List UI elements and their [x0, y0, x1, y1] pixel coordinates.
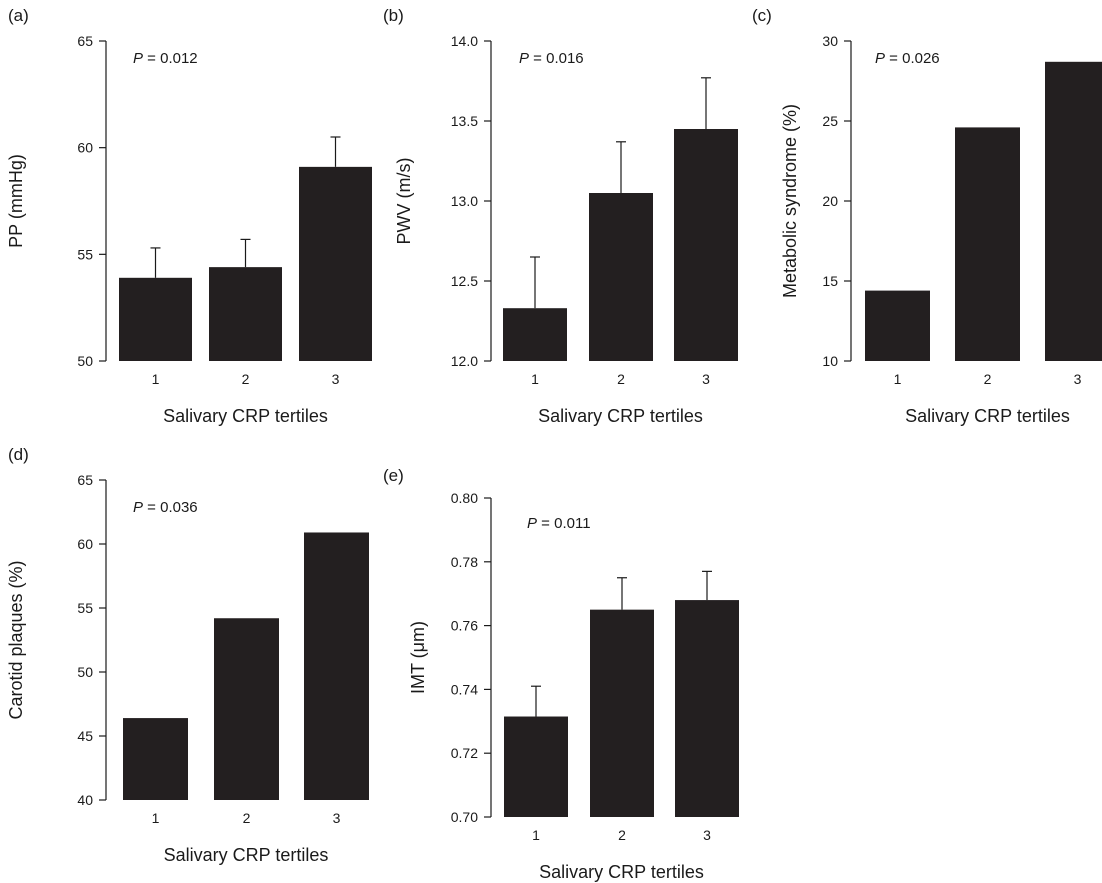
y-tick-label: 15 — [822, 273, 838, 289]
y-tick-label: 0.78 — [451, 554, 478, 570]
chart-panel-5: (e) 0.70 0.72 0.74 0.76 0.78 0.80 1 2 3 Salivary C… — [383, 466, 739, 882]
y-tick-label: 10 — [822, 353, 838, 369]
bar — [299, 166, 372, 361]
p-value-annotation: P = 0.026 — [875, 50, 940, 67]
bar — [304, 532, 369, 800]
bar — [955, 127, 1020, 362]
x-axis-label: Salivary CRP tertiles — [539, 862, 704, 882]
x-axis-label: Salivary CRP tertiles — [164, 845, 329, 865]
y-tick-label: 55 — [77, 600, 93, 616]
y-tick-label: 30 — [822, 33, 838, 49]
bar — [119, 277, 192, 361]
p-value-symbol: P — [133, 499, 143, 516]
x-tick-label: 1 — [531, 371, 539, 387]
y-tick-label: 14.0 — [451, 33, 478, 49]
y-tick-label: 40 — [77, 792, 93, 808]
x-tick-label: 3 — [703, 827, 711, 843]
bar — [1045, 61, 1102, 362]
y-tick-label: 0.70 — [451, 809, 478, 825]
bar — [590, 609, 654, 817]
y-tick-label: 20 — [822, 193, 838, 209]
y-tick-label: 45 — [77, 728, 93, 744]
chart-panel-2: (b) 12.0 12.5 13.0 13.5 14.0 1 2 3 Salivary CRP t… — [383, 6, 738, 426]
y-tick-label: 60 — [77, 536, 93, 552]
x-tick-label: 3 — [333, 810, 341, 826]
bar — [503, 308, 567, 361]
bar — [123, 718, 188, 800]
x-tick-label: 3 — [702, 371, 710, 387]
y-tick-label: 65 — [77, 472, 93, 488]
x-tick-label: 2 — [617, 371, 625, 387]
chart-panel-3: (c) 10 15 20 25 30 1 2 3 Salivary CRP tertiles Met… — [752, 6, 1102, 426]
chart-panel-4: (d) 40 45 50 55 60 65 1 2 3 Salivary CRP tertiles C… — [6, 445, 369, 865]
chart-panel-1: (a) 50 55 60 65 1 2 3 Salivary CRP tertiles PP (m… — [6, 6, 372, 426]
y-tick-label: 0.76 — [451, 618, 478, 634]
p-value-annotation: P = 0.036 — [133, 499, 198, 516]
panel-label: (c) — [752, 6, 772, 25]
p-value-symbol: P — [875, 50, 885, 67]
bar — [209, 267, 282, 361]
x-tick-label: 1 — [532, 827, 540, 843]
x-tick-label: 1 — [894, 371, 902, 387]
y-axis-label: Carotid plaques (%) — [6, 560, 26, 719]
x-tick-label: 2 — [243, 810, 251, 826]
y-tick-label: 55 — [77, 246, 93, 262]
y-tick-label: 0.80 — [451, 490, 478, 506]
panel-label: (e) — [383, 466, 404, 485]
p-value-text: = 0.026 — [885, 50, 940, 67]
bar — [675, 600, 739, 817]
x-tick-label: 2 — [618, 827, 626, 843]
bar — [504, 716, 568, 817]
p-value-symbol: P — [133, 50, 143, 67]
y-tick-label: 50 — [77, 664, 93, 680]
y-tick-label: 0.74 — [451, 681, 478, 697]
y-tick-label: 60 — [77, 140, 93, 156]
panel-label: (d) — [8, 445, 29, 464]
x-tick-label: 1 — [152, 810, 160, 826]
y-tick-label: 25 — [822, 113, 838, 129]
bar — [589, 193, 653, 361]
p-value-annotation: P = 0.016 — [519, 50, 584, 67]
x-axis-label: Salivary CRP tertiles — [163, 406, 328, 426]
bar — [674, 129, 738, 361]
y-axis-label: Metabolic syndrome (%) — [780, 104, 800, 298]
x-axis-label: Salivary CRP tertiles — [538, 406, 703, 426]
y-tick-label: 12.0 — [451, 353, 478, 369]
bar — [214, 618, 279, 800]
x-tick-label: 1 — [152, 371, 160, 387]
p-value-symbol: P — [527, 515, 537, 532]
p-value-symbol: P — [519, 50, 529, 67]
y-axis-label: PWV (m/s) — [394, 158, 414, 245]
x-tick-label: 2 — [242, 371, 250, 387]
panel-label: (b) — [383, 6, 404, 25]
x-tick-label: 3 — [1074, 371, 1082, 387]
bar — [865, 290, 930, 361]
x-axis-label: Salivary CRP tertiles — [905, 406, 1070, 426]
x-tick-label: 3 — [332, 371, 340, 387]
y-tick-label: 12.5 — [451, 273, 478, 289]
y-axis-label: PP (mmHg) — [6, 154, 26, 248]
p-value-annotation: P = 0.012 — [133, 50, 198, 67]
y-tick-label: 65 — [77, 33, 93, 49]
panel-label: (a) — [8, 6, 29, 25]
p-value-text: = 0.011 — [537, 515, 591, 532]
y-tick-label: 13.0 — [451, 193, 478, 209]
y-tick-label: 50 — [77, 353, 93, 369]
y-tick-label: 0.72 — [451, 745, 478, 761]
y-axis-label: IMT (μm) — [408, 621, 428, 694]
p-value-text: = 0.012 — [143, 50, 198, 67]
p-value-text: = 0.016 — [529, 50, 584, 67]
p-value-text: = 0.036 — [143, 499, 198, 516]
y-tick-label: 13.5 — [451, 113, 478, 129]
x-tick-label: 2 — [984, 371, 992, 387]
p-value-annotation: P = 0.011 — [527, 515, 591, 532]
